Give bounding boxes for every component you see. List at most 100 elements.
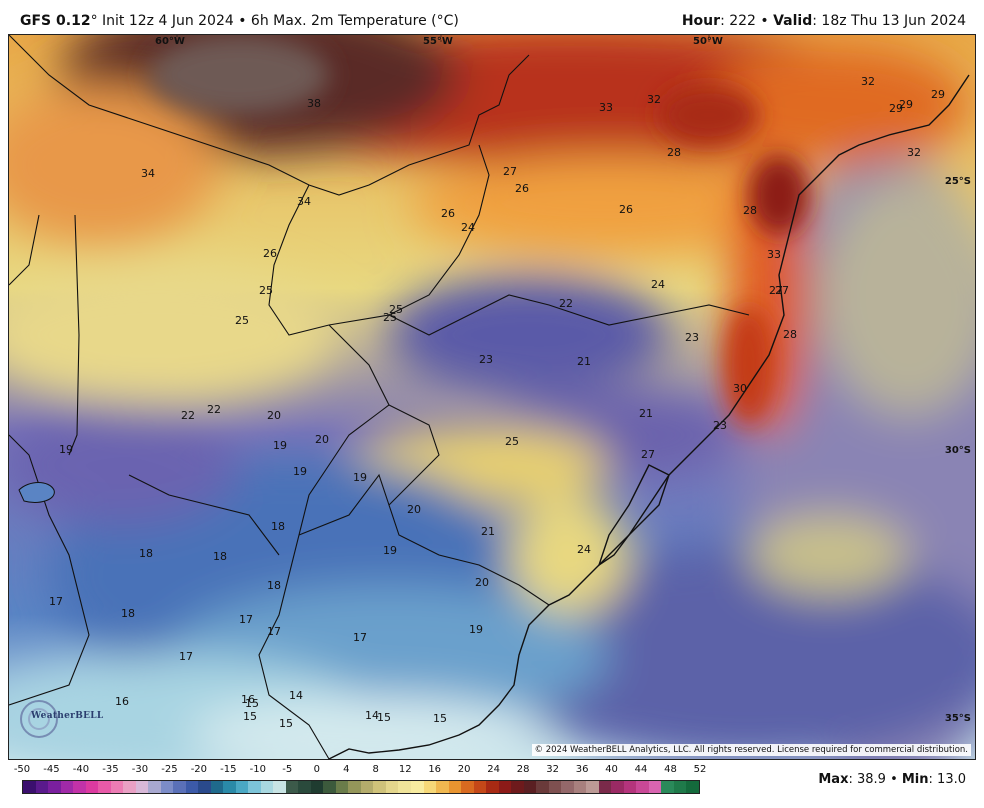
legend-ticks: -50 -45 -40 -35 -30 -25 -20 -15 -10 -5 0 4 8 12 16 20 24… — [14, 764, 707, 778]
hour-value: : 222 • — [720, 13, 774, 29]
temperature-label: 19 — [59, 443, 73, 456]
legend-tick: -50 — [13, 764, 31, 775]
temperature-label: 30 — [733, 382, 747, 395]
temperature-label: 33 — [767, 248, 781, 261]
colorbar-swatch — [473, 781, 487, 793]
colorbar-swatch — [523, 781, 537, 793]
valid-label: Valid — [773, 13, 813, 29]
legend-tick: 8 — [372, 764, 379, 775]
temperature-label: 20 — [407, 503, 421, 516]
colorbar-swatch — [235, 781, 249, 793]
temperature-label: 26 — [619, 203, 633, 216]
colorbar-swatch — [598, 781, 612, 793]
legend-tick: -30 — [131, 764, 149, 775]
temperature-label: 26 — [441, 207, 455, 220]
temperature-label: 29 — [889, 102, 903, 115]
colorbar-swatch — [348, 781, 361, 793]
temperature-label: 29 — [931, 88, 945, 101]
colorbar-swatch — [135, 781, 149, 793]
colorbar-swatch — [285, 781, 299, 793]
colorbar-swatch — [373, 781, 386, 793]
colorbar-swatch — [260, 781, 274, 793]
temperature-label: 25 — [383, 311, 397, 324]
colorbar-swatch — [35, 781, 49, 793]
color-legend: -50 -45 -40 -35 -30 -25 -20 -15 -10 -5 0 4 8 12 16 20 24… — [10, 764, 710, 808]
temperature-label: 18 — [271, 520, 285, 533]
min-label: Min — [901, 772, 929, 787]
colorbar-swatch — [586, 781, 599, 793]
max-min-readout: Max: 38.9 • Min: 13.0 — [818, 772, 966, 787]
legend-tick: -15 — [220, 764, 237, 775]
colorbar-swatch — [335, 781, 349, 793]
temperature-label: 16 — [115, 695, 129, 708]
temperature-label: 18 — [267, 579, 281, 592]
temperature-label: 25 — [389, 303, 403, 316]
temperature-label: 22 — [181, 409, 195, 422]
legend-tick: 52 — [693, 764, 707, 775]
temperature-label: 21 — [481, 525, 495, 538]
temperature-label: 15 — [377, 711, 391, 724]
colorbar-swatch — [310, 781, 324, 793]
colorbar-swatch — [110, 781, 124, 793]
temperature-label: 26 — [263, 247, 277, 260]
temperature-label: 15 — [243, 710, 257, 723]
lon-label-60w: 60°W — [155, 36, 185, 47]
temperature-label: 19 — [273, 439, 287, 452]
temperature-label: 18 — [121, 607, 135, 620]
colorbar-swatch — [410, 781, 424, 793]
legend-tick: 16 — [428, 764, 442, 775]
legend-tick: 48 — [664, 764, 677, 775]
colorbar-swatch — [323, 781, 336, 793]
temperature-label: 17 — [179, 650, 193, 663]
lon-label-50w: 50°W — [693, 36, 723, 47]
weatherbell-logo: WeatherBELL — [15, 695, 111, 741]
colorbar-swatch — [73, 781, 86, 793]
colorbar-swatch — [85, 781, 99, 793]
temperature-label: 20 — [315, 433, 329, 446]
legend-tick: 32 — [546, 764, 559, 775]
legend-tick: 24 — [487, 764, 501, 775]
temperature-label: 14 — [365, 709, 379, 722]
colorbar-swatch — [448, 781, 462, 793]
temperature-label: 24 — [651, 278, 665, 291]
legend-tick: 36 — [575, 764, 589, 775]
temperature-label: 14 — [289, 689, 303, 702]
colorbar-swatch — [198, 781, 211, 793]
map-title: GFS 0.12° Init 12z 4 Jun 2024 • 6h Max. … — [20, 13, 459, 29]
colorbar-swatch — [548, 781, 562, 793]
colorbar-swatch — [173, 781, 186, 793]
legend-tick: -25 — [161, 764, 178, 775]
temperature-label: 28 — [743, 204, 757, 217]
temperature-label: 34 — [297, 195, 311, 208]
colorbar-swatch — [123, 781, 136, 793]
colorbar-swatch — [223, 781, 236, 793]
temperature-label: 22 — [559, 297, 573, 310]
temperature-label: 34 — [141, 167, 155, 180]
colorbar-swatch — [60, 781, 74, 793]
temperature-label: 25 — [235, 314, 249, 327]
temperature-label: 32 — [907, 146, 921, 159]
temperature-label: 29 — [899, 98, 913, 111]
temperature-label: 19 — [469, 623, 483, 636]
temperature-label: 23 — [479, 353, 493, 366]
temperature-label: 19 — [353, 471, 367, 484]
legend-tick: -35 — [102, 764, 119, 775]
temperature-label: 25 — [505, 435, 519, 448]
init-description: ° Init 12z 4 Jun 2024 • 6h Max. 2m Tempe… — [90, 13, 459, 29]
legend-tick: 0 — [313, 764, 320, 775]
model-name: GFS 0.12 — [20, 13, 91, 29]
legend-tick: -10 — [249, 764, 266, 775]
legend-tick: -5 — [282, 764, 293, 775]
colorbar-swatch — [511, 781, 524, 793]
colorbar-swatch — [573, 781, 587, 793]
colorbar-swatch — [686, 781, 699, 793]
colorbar-swatch — [185, 781, 199, 793]
temperature-label: 17 — [49, 595, 63, 608]
legend-tick: 44 — [634, 764, 648, 775]
colorbar-swatch — [385, 781, 399, 793]
legend-tick: 40 — [605, 764, 618, 775]
colorbar-swatch — [298, 781, 311, 793]
lat-label-30s: 30°S — [944, 445, 971, 456]
temperature-label: 16 — [241, 693, 255, 706]
temperature-label: 32 — [861, 75, 875, 88]
